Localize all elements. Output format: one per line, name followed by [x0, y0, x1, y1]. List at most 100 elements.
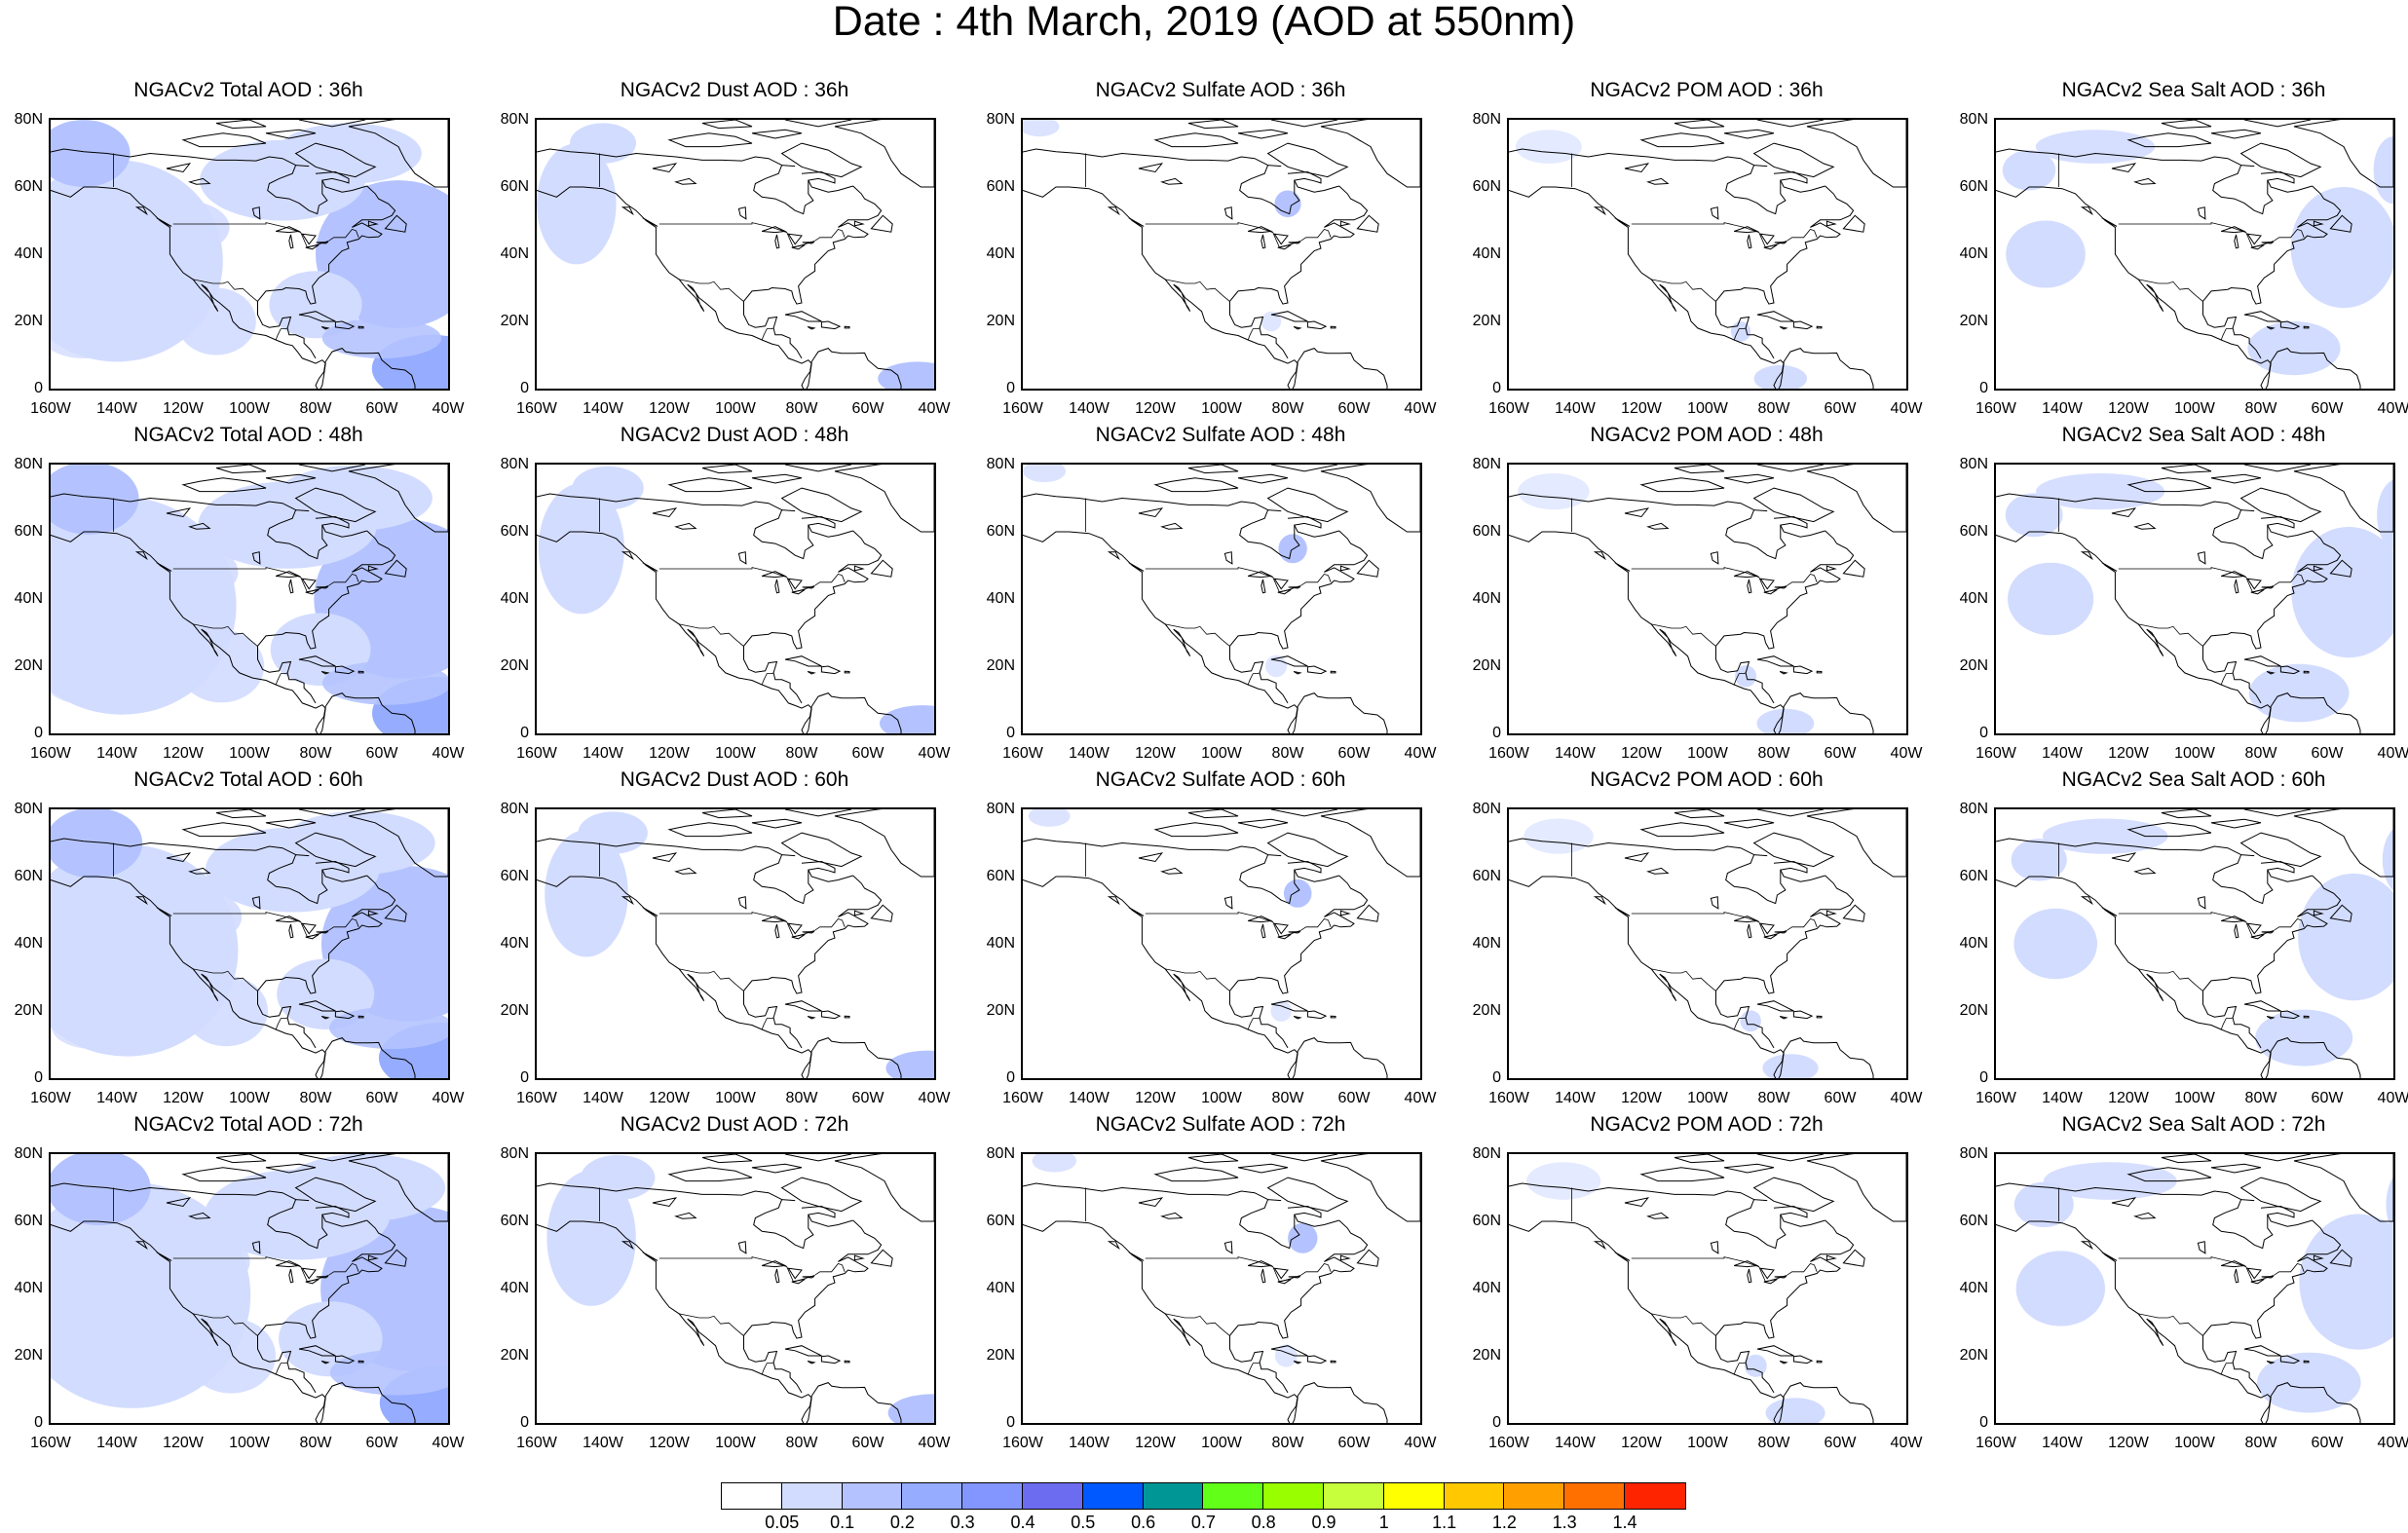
map-frame: [49, 118, 450, 391]
aod-region: [887, 1394, 934, 1423]
coastline: [1996, 186, 2272, 389]
island-or-lake: [2197, 1241, 2206, 1254]
latitude-label: 80N: [986, 1145, 1015, 1162]
longitude-label: 60W: [365, 745, 398, 762]
island-or-lake: [844, 1015, 850, 1019]
island-or-lake: [1639, 132, 1725, 148]
longitude-label: 40W: [918, 1090, 951, 1106]
coastline: [537, 1220, 812, 1423]
longitude-label: 140W: [1555, 745, 1596, 762]
latitude-label: 80N: [1472, 456, 1501, 472]
island-or-lake: [2210, 1163, 2262, 1174]
island-or-lake: [1277, 243, 1292, 250]
latitude-label: 0: [1492, 725, 1501, 741]
coastline: [2202, 185, 2342, 359]
island-or-lake: [1260, 234, 1266, 249]
coastline: [315, 348, 416, 389]
island-or-lake: [134, 896, 148, 906]
island-or-lake: [1763, 1278, 1778, 1285]
longitude-label: 40W: [2377, 400, 2408, 417]
aod-region: [1032, 1154, 1077, 1173]
colorbar-label: 0.2: [889, 1513, 915, 1532]
coastline: [1023, 1182, 1268, 1201]
aod-region: [2299, 1214, 2393, 1350]
island-or-lake: [853, 910, 865, 916]
island-or-lake: [1306, 320, 1328, 330]
island-or-lake: [1752, 142, 1835, 178]
longitude-label: 160W: [1002, 1435, 1043, 1451]
coastline: [1996, 838, 2241, 856]
island-or-lake: [1107, 551, 1120, 561]
aod-map: [51, 1154, 448, 1423]
colorbar-label: 0.4: [1010, 1513, 1035, 1532]
latitude-label: 80N: [500, 456, 529, 472]
aod-colorbar: [721, 1482, 1686, 1510]
latitude-label: 60N: [1472, 1213, 1501, 1229]
longitude-label: 40W: [918, 745, 951, 762]
country-border: [761, 1362, 774, 1375]
island-or-lake: [1763, 243, 1778, 250]
longitude-label: 120W: [2108, 1435, 2149, 1451]
island-or-lake: [802, 931, 815, 934]
island-or-lake: [774, 1268, 780, 1284]
longitude-label: 160W: [516, 1090, 557, 1106]
island-or-lake: [316, 931, 329, 934]
island-or-lake: [2250, 588, 2265, 595]
country-border: [1145, 567, 1332, 593]
island-or-lake: [1273, 922, 1289, 935]
island-or-lake: [652, 852, 678, 863]
island-or-lake: [2261, 931, 2275, 934]
longitude-label: 100W: [2174, 745, 2215, 762]
island-or-lake: [621, 1241, 634, 1251]
coastline: [2212, 854, 2274, 905]
aod-map: [51, 465, 448, 733]
aod-region: [176, 287, 256, 355]
island-or-lake: [652, 507, 678, 518]
coastline: [537, 1182, 782, 1201]
island-or-lake: [2221, 226, 2246, 234]
latitude-label: 20N: [500, 313, 529, 329]
aod-map: [1023, 809, 1420, 1078]
island-or-lake: [1756, 120, 1825, 128]
coastline: [537, 186, 812, 389]
country-border: [1145, 912, 1332, 938]
latitude-label: 40N: [500, 935, 529, 952]
longitude-label: 40W: [1890, 400, 1923, 417]
island-or-lake: [1293, 326, 1302, 330]
latitude-label: 60N: [986, 178, 1015, 195]
island-or-lake: [870, 1249, 893, 1267]
island-or-lake: [1710, 206, 1719, 220]
longitude-label: 160W: [1975, 1090, 2016, 1106]
island-or-lake: [1260, 579, 1266, 594]
longitude-label: 100W: [229, 745, 270, 762]
colorbar-label: 0.1: [830, 1513, 855, 1532]
country-border: [1651, 968, 1716, 991]
longitude-label: 140W: [583, 745, 623, 762]
colorbar-label: 0.6: [1131, 1513, 1156, 1532]
aod-region: [2002, 150, 2056, 191]
island-or-lake: [1752, 487, 1835, 523]
latitude-label: 40N: [1959, 1280, 1988, 1296]
aod-map: [537, 465, 934, 733]
colorbar-swatch: [1504, 1483, 1565, 1509]
latitude-label: 20N: [14, 1347, 43, 1364]
island-or-lake: [1339, 910, 1351, 916]
island-or-lake: [1639, 477, 1725, 493]
longitude-label: 60W: [1337, 745, 1371, 762]
island-or-lake: [774, 579, 780, 594]
map-frame: [535, 118, 936, 391]
longitude-label: 140W: [2042, 1090, 2083, 1106]
longitude-label: 160W: [1488, 1090, 1529, 1106]
coastline: [2260, 860, 2313, 882]
aod-region: [2248, 663, 2350, 723]
aod-region: [572, 466, 644, 510]
island-or-lake: [1160, 867, 1184, 875]
island-or-lake: [2111, 852, 2137, 863]
latitude-label: 0: [1979, 1069, 1988, 1086]
colorbar-swatch: [962, 1483, 1023, 1509]
aod-map: [1023, 465, 1420, 733]
country-border: [1145, 1256, 1332, 1283]
island-or-lake: [667, 822, 753, 838]
island-or-lake: [298, 655, 336, 667]
longitude-label: 40W: [432, 1090, 465, 1106]
